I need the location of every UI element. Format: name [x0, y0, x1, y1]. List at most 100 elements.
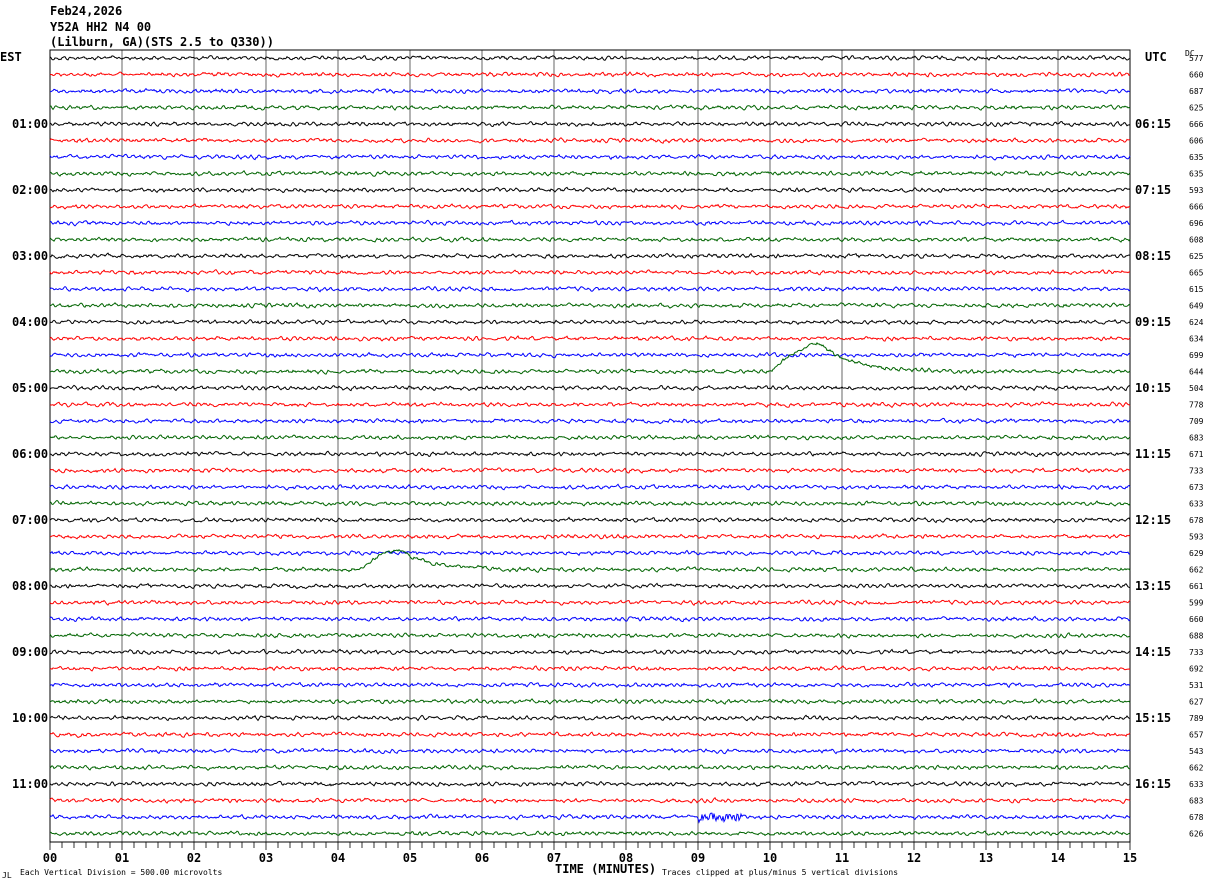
x-tick-label: 10	[763, 851, 777, 865]
dc-value: 504	[1189, 384, 1204, 393]
x-tick-label: 06	[475, 851, 489, 865]
x-tick-label: 03	[259, 851, 273, 865]
dc-value: 671	[1189, 450, 1204, 459]
corner-mark: JL	[2, 871, 12, 880]
location-label: (Lilburn, GA)(STS 2.5 to Q330))	[50, 35, 274, 49]
trace-line	[49, 747, 1131, 755]
trace-line	[49, 120, 1131, 128]
trace-line	[49, 599, 1131, 606]
trace-line	[49, 87, 1131, 95]
utc-hour-label: 12:15	[1135, 513, 1171, 527]
x-tick-label: 12	[907, 851, 921, 865]
dc-value: 678	[1189, 813, 1204, 822]
station-label: Y52A HH2 N4 00	[50, 20, 152, 34]
x-tick-label: 14	[1051, 851, 1065, 865]
dc-value: 661	[1189, 582, 1204, 591]
dc-value: 635	[1189, 170, 1204, 179]
dc-value: 688	[1189, 632, 1204, 641]
dc-value: 608	[1189, 236, 1204, 245]
plot-frame	[49, 49, 1131, 843]
trace-line	[49, 170, 1131, 177]
dc-value: 709	[1189, 417, 1204, 426]
trace-line	[49, 342, 1131, 375]
utc-hour-label: 11:15	[1135, 447, 1171, 461]
trace-line	[49, 285, 1131, 293]
utc-hour-label: 15:15	[1135, 711, 1171, 725]
utc-hour-label: 06:15	[1135, 117, 1171, 131]
utc-hour-label: 07:15	[1135, 183, 1171, 197]
dc-value: 629	[1189, 549, 1204, 558]
traces	[49, 54, 1131, 837]
trace-line	[49, 812, 1131, 824]
dc-value: 633	[1189, 780, 1204, 789]
dc-value: 666	[1189, 203, 1204, 212]
dc-value: 657	[1189, 731, 1204, 740]
dc-value: 733	[1189, 467, 1204, 476]
trace-line	[49, 780, 1131, 788]
x-axis: 00 01 02 03 04 05 06 07 08 09 10 11 12 13 14 15	[43, 841, 1137, 865]
dc-value: 687	[1189, 87, 1204, 96]
trace-line	[49, 186, 1131, 194]
dc-value: 666	[1189, 120, 1204, 129]
trace-line	[49, 71, 1131, 78]
trace-line	[49, 318, 1131, 326]
x-tick-label: 00	[43, 851, 57, 865]
est-hour-label: 10:00	[12, 711, 48, 725]
est-hour-label: 07:00	[12, 513, 48, 527]
trace-line	[49, 483, 1131, 491]
x-tick-label: 15	[1123, 851, 1137, 865]
trace-line	[49, 582, 1131, 590]
dc-value: 692	[1189, 665, 1204, 674]
x-tick-label: 11	[835, 851, 849, 865]
dc-value: 625	[1189, 252, 1204, 261]
trace-line	[49, 467, 1131, 474]
grid	[121, 50, 1059, 842]
trace-line	[49, 54, 1131, 61]
trace-line	[49, 516, 1131, 524]
utc-hour-label: 16:15	[1135, 777, 1171, 791]
trace-line	[49, 351, 1131, 359]
scale-note: Each Vertical Division = 500.00 microvol…	[20, 868, 222, 877]
x-tick-label: 13	[979, 851, 993, 865]
dc-value: 665	[1189, 269, 1204, 278]
trace-line	[50, 533, 1131, 540]
trace-line	[49, 450, 1131, 458]
dc-value: 644	[1189, 368, 1204, 377]
trace-line	[49, 731, 1131, 738]
trace-line	[49, 434, 1131, 441]
trace-line	[49, 764, 1131, 771]
est-hour-label: 06:00	[12, 447, 48, 461]
dc-value: 778	[1189, 401, 1204, 410]
est-hour-label: 05:00	[12, 381, 48, 395]
trace-line	[49, 631, 1131, 639]
dc-value: 660	[1189, 615, 1204, 624]
dc-value: 531	[1189, 681, 1204, 690]
dc-value: 678	[1189, 516, 1204, 525]
x-axis-title: TIME (MINUTES)	[555, 862, 656, 876]
trace-line	[49, 203, 1131, 210]
dc-value: 615	[1189, 285, 1204, 294]
trace-line	[49, 681, 1131, 689]
utc-hour-label: 14:15	[1135, 645, 1171, 659]
est-hour-label: 03:00	[12, 249, 48, 263]
dc-value: 606	[1189, 137, 1204, 146]
utc-hour-label: 10:15	[1135, 381, 1171, 395]
dc-value: 683	[1189, 434, 1204, 443]
utc-hour-label: 13:15	[1135, 579, 1171, 593]
dc-value: 683	[1189, 797, 1204, 806]
est-hour-label: 09:00	[12, 645, 48, 659]
x-tick-label: 04	[331, 851, 345, 865]
trace-line	[49, 104, 1131, 111]
trace-line	[50, 714, 1131, 722]
date-label: Feb24,2026	[50, 4, 123, 18]
utc-hour-label: 08:15	[1135, 249, 1171, 263]
trace-line	[49, 153, 1131, 161]
axis-labels: EST UTC DC 01:00 06:15 02:00 07:15 03:00 08:1…	[0, 49, 1204, 839]
dc-value: 593	[1189, 186, 1204, 195]
est-hour-label: 11:00	[12, 777, 48, 791]
x-tick-label: 05	[403, 851, 417, 865]
x-tick-label: 01	[115, 851, 129, 865]
est-hour-label: 01:00	[12, 117, 48, 131]
clip-note: Traces clipped at plus/minus 5 vertical …	[662, 868, 898, 877]
